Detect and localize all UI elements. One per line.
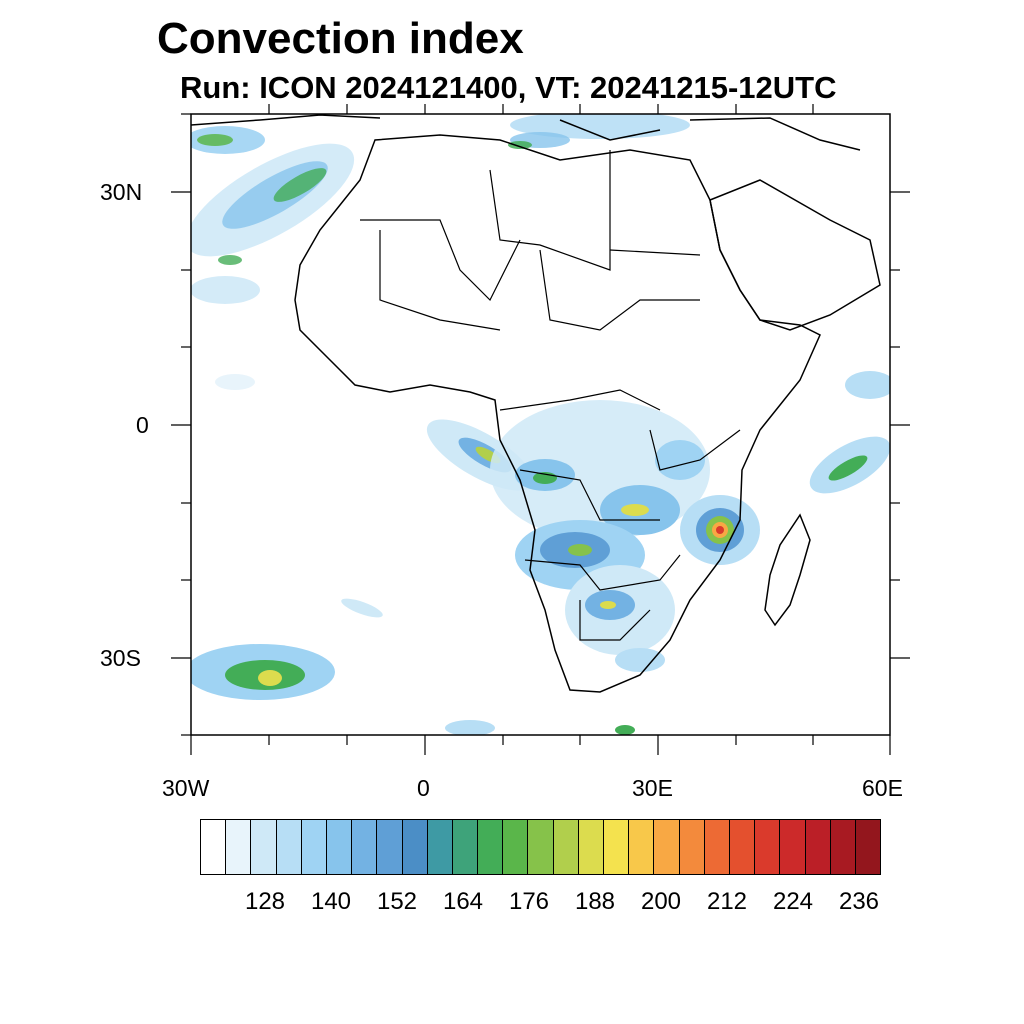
colorbar-label: 152 <box>376 888 418 915</box>
map-title: Convection index <box>157 14 524 63</box>
colorbar-swatch <box>855 820 881 874</box>
map-subtitle: Run: ICON 2024121400, VT: 20241215-12UTC <box>180 70 837 105</box>
colorbar-swatch <box>679 820 705 874</box>
colorbar-swatch <box>251 820 277 874</box>
colorbar-swatch <box>805 820 831 874</box>
colorbar-swatch <box>226 820 252 874</box>
colorbar-swatch <box>301 820 327 874</box>
colorbar-swatch <box>830 820 856 874</box>
colorbar-swatch <box>276 820 302 874</box>
colorbar-label: 212 <box>706 888 748 915</box>
colorbar-swatch <box>553 820 579 874</box>
colorbar-label: 140 <box>310 888 352 915</box>
colorbar-swatch <box>452 820 479 874</box>
lat-label-30n: 30N <box>100 179 143 205</box>
convection-field <box>191 114 890 735</box>
colorbar-label: 188 <box>574 888 616 915</box>
colorbar-swatch <box>654 820 680 874</box>
lat-label-0: 0 <box>136 412 149 438</box>
colorbar-swatch <box>729 820 756 874</box>
colorbar-swatch <box>503 820 529 874</box>
colorbar <box>200 819 881 875</box>
colorbar-swatch <box>352 820 378 874</box>
colorbar-label: 200 <box>640 888 682 915</box>
lon-label-30w: 30W <box>162 775 210 801</box>
colorbar-swatch <box>377 820 403 874</box>
colorbar-swatch <box>478 820 504 874</box>
colorbar-label: 164 <box>442 888 484 915</box>
colorbar-label: 128 <box>244 888 286 915</box>
lat-label-30s: 30S <box>100 645 141 671</box>
axis-ticks <box>171 104 910 755</box>
lon-label-0: 0 <box>417 775 430 801</box>
colorbar-swatch <box>578 820 604 874</box>
colorbar-swatch <box>201 820 227 874</box>
colorbar-swatch <box>629 820 655 874</box>
colorbar-label: 236 <box>838 888 880 915</box>
colorbar-swatch <box>704 820 730 874</box>
coastlines <box>191 114 881 693</box>
colorbar-swatch <box>427 820 453 874</box>
colorbar-label: 224 <box>772 888 814 915</box>
country-borders <box>360 150 741 641</box>
colorbar-swatch <box>604 820 630 874</box>
lon-label-30e: 30E <box>632 775 673 801</box>
colorbar-label: 176 <box>508 888 550 915</box>
colorbar-swatch <box>402 820 428 874</box>
colorbar-swatch <box>528 820 554 874</box>
lon-label-60e: 60E <box>862 775 903 801</box>
colorbar-swatch <box>755 820 781 874</box>
colorbar-swatch <box>326 820 353 874</box>
colorbar-swatch <box>780 820 806 874</box>
